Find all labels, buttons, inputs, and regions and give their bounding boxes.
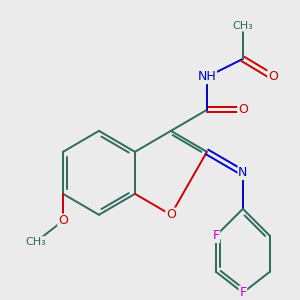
- Text: F: F: [212, 229, 219, 242]
- Text: O: O: [238, 103, 248, 116]
- Text: O: O: [268, 70, 278, 83]
- Text: O: O: [166, 208, 176, 221]
- Text: O: O: [58, 214, 68, 227]
- Text: F: F: [239, 286, 246, 299]
- Text: N: N: [238, 166, 248, 179]
- Text: CH₃: CH₃: [26, 237, 46, 247]
- Text: CH₃: CH₃: [232, 21, 253, 31]
- Text: NH: NH: [197, 70, 216, 83]
